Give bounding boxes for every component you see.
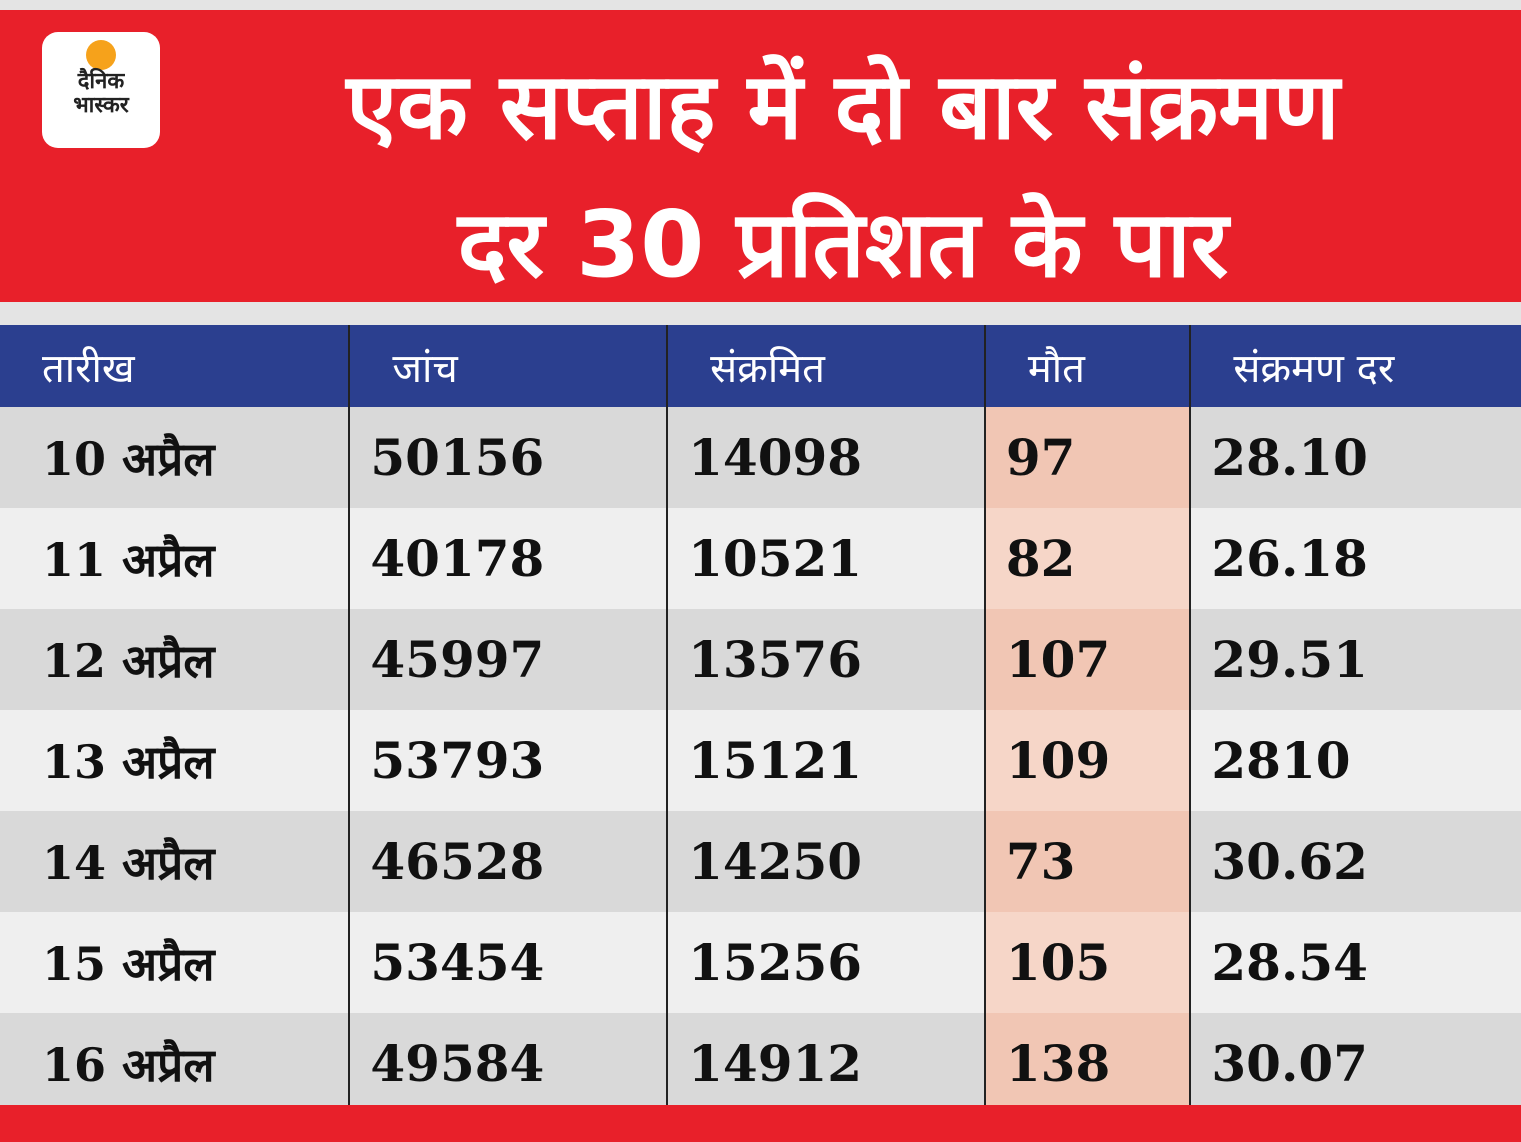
table-cell: 12 अप्रैल (0, 609, 351, 710)
table-body: 10 अप्रैल 50156 14098 97 28.10 11 अप्रैल 40178… (0, 407, 1521, 1114)
column-header: जांच (349, 325, 669, 407)
table-row: 13 अप्रैल 53793 15121 109 2810 (0, 710, 1521, 811)
table-cell: 45997 (349, 609, 669, 710)
table-cell: 109 (984, 710, 1192, 811)
table-cell: 10 अप्रैल (0, 407, 351, 508)
table-cell: 53454 (349, 912, 669, 1013)
table-cell: 49584 (349, 1013, 669, 1114)
table-cell: 28.54 (1190, 912, 1521, 1013)
table-cell: 14250 (667, 811, 986, 912)
table-cell: 82 (984, 508, 1192, 609)
table-cell: 29.51 (1190, 609, 1521, 710)
table-cell: 11 अप्रैल (0, 508, 351, 609)
table-cell: 30.07 (1190, 1013, 1521, 1114)
table-cell: 97 (984, 407, 1192, 508)
logo-text: दैनिक (77, 69, 125, 94)
table-cell: 14 अप्रैल (0, 811, 351, 912)
logo: दैनिक भास्कर (42, 32, 160, 148)
table-cell: 30.62 (1190, 811, 1521, 912)
table-cell: 46528 (349, 811, 669, 912)
column-header: संक्रमण दर (1190, 325, 1521, 407)
title: दर 30 प्रतिशत के पार (457, 191, 1229, 298)
table-cell: 105 (984, 912, 1192, 1013)
table-cell: 26.18 (1190, 508, 1521, 609)
table-cell: 15256 (667, 912, 986, 1013)
table-cell: 13576 (667, 609, 986, 710)
logo-text: भास्कर (73, 93, 129, 118)
table-cell: 138 (984, 1013, 1192, 1114)
title: एक सप्ताह में दो बार संक्रमण (346, 53, 1340, 160)
header-row: तारीख जांच संक्रमित मौत संक्रमण दर (0, 325, 1521, 407)
logo-sun (86, 40, 116, 70)
table-cell: 107 (984, 609, 1192, 710)
table-cell: 50156 (349, 407, 669, 508)
table-cell: 15121 (667, 710, 986, 811)
table-cell: 14912 (667, 1013, 986, 1114)
data-table: तारीख जांच संक्रमित मौत संक्रमण दर 10 अप्रैल… (0, 325, 1521, 1114)
table-cell: 16 अप्रैल (0, 1013, 351, 1114)
table-cell: 40178 (349, 508, 669, 609)
table-cell: 14098 (667, 407, 986, 508)
table-row: 11 अप्रैल 40178 10521 82 26.18 (0, 508, 1521, 609)
table-row: 16 अप्रैल 49584 14912 138 30.07 (0, 1013, 1521, 1114)
table-row: 10 अप्रैल 50156 14098 97 28.10 (0, 407, 1521, 508)
footer-band (0, 1105, 1521, 1142)
table-row: 12 अप्रैल 45997 13576 107 29.51 (0, 609, 1521, 710)
table-row: 14 अप्रैल 46528 14250 73 30.62 (0, 811, 1521, 912)
table-cell: 28.10 (1190, 407, 1521, 508)
table-cell: 73 (984, 811, 1192, 912)
table-cell: 13 अप्रैल (0, 710, 351, 811)
column-header: मौत (984, 325, 1192, 407)
column-header: संक्रमित (667, 325, 986, 407)
column-header: तारीख (0, 325, 351, 407)
table-row: 15 अप्रैल 53454 15256 105 28.54 (0, 912, 1521, 1013)
table-cell: 2810 (1190, 710, 1521, 811)
table-cell: 15 अप्रैल (0, 912, 351, 1013)
table-cell: 53793 (349, 710, 669, 811)
table-cell: 10521 (667, 508, 986, 609)
header-band: दैनिक भास्कर एक सप्ताह में दो बार संक्रम… (0, 10, 1521, 302)
